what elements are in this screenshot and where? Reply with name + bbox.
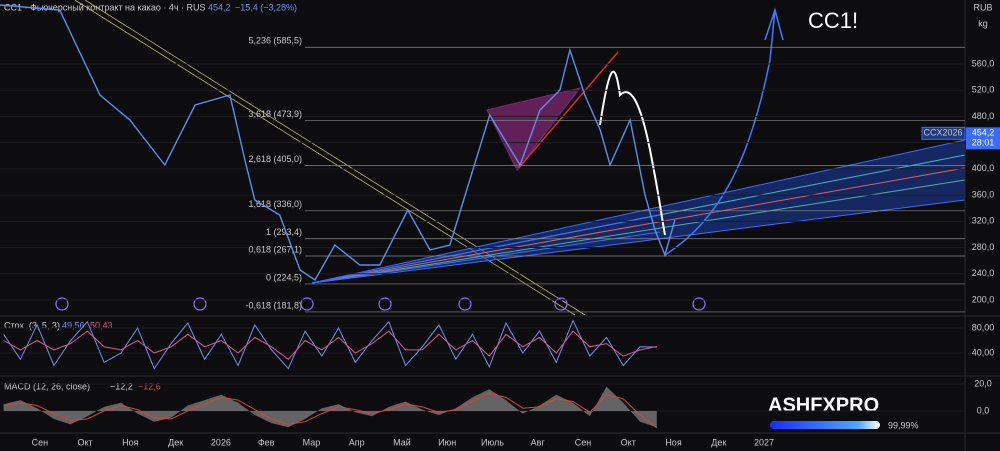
tag-name: CCX2026 bbox=[923, 128, 962, 138]
stoch-title: Стох. (3, 5, 3) bbox=[4, 320, 60, 330]
x-tick-label: Ноя bbox=[665, 437, 682, 447]
x-tick-label: Авг bbox=[531, 437, 546, 447]
last-price: 454,2 bbox=[208, 2, 231, 12]
series-line bbox=[3, 319, 657, 370]
macd-title: MACD (12, 26, close) bbox=[4, 381, 90, 391]
x-tick-label: Дек bbox=[711, 437, 726, 447]
y-tick-label: 20,0 bbox=[974, 378, 992, 388]
x-tick-label: Апр bbox=[349, 437, 365, 447]
x-tick-label: Июн bbox=[438, 437, 456, 447]
x-tick-label: Сен bbox=[575, 437, 592, 447]
y-tick-label: 480,0 bbox=[972, 111, 995, 121]
x-tick-label: 2026 bbox=[211, 437, 231, 447]
y-tick-label: 280,0 bbox=[972, 242, 995, 252]
y-tick-label: 520,0 bbox=[972, 85, 995, 95]
symbol-title: CC1 · Фьючерсный контракт на какао · 4ч … bbox=[4, 2, 206, 12]
logo-percent: 99,99% bbox=[888, 420, 919, 430]
fib-label: -0,618 (181,8) bbox=[245, 300, 302, 310]
fib-label: 0,618 (267,1) bbox=[248, 244, 302, 254]
y-tick-label: 560,0 bbox=[972, 58, 995, 68]
x-tick-label: Фев bbox=[258, 437, 275, 447]
stoch-k-value: 49,56 bbox=[62, 320, 85, 330]
tag-timer: 28:01 bbox=[972, 138, 995, 148]
x-tick-label: Июль bbox=[481, 437, 504, 447]
y-tick-label: 200,0 bbox=[972, 294, 995, 304]
y-tick-label: 240,0 bbox=[972, 268, 995, 278]
y-tick-label: 360,0 bbox=[972, 189, 995, 199]
y-tick-label: 320,0 bbox=[972, 216, 995, 226]
y-tick-label: 80,00 bbox=[972, 322, 995, 332]
price-box bbox=[966, 127, 1000, 150]
signal-value: −12,6 bbox=[138, 381, 161, 391]
price-tag bbox=[921, 126, 966, 140]
x-tick-label: 2027 bbox=[754, 437, 774, 447]
annotation: CC1! bbox=[808, 8, 858, 33]
fib-label: 5,236 (585,5) bbox=[248, 36, 302, 46]
x-tick-label: Май bbox=[393, 437, 411, 447]
y-tick-label: 400,0 bbox=[972, 163, 995, 173]
series-area bbox=[3, 386, 657, 428]
x-tick-label: Сен bbox=[32, 437, 49, 447]
x-tick-label: Ноя bbox=[122, 437, 139, 447]
y-tick-label: 0,0 bbox=[977, 405, 990, 415]
fib-label: 3,618 (473,9) bbox=[248, 109, 302, 119]
tag-price: 454,2 bbox=[972, 128, 995, 138]
y-tick-label: 40,00 bbox=[972, 347, 995, 357]
fib-label: 2,618 (405,0) bbox=[248, 154, 302, 164]
price-change: −15,4 (−3,28%) bbox=[235, 2, 297, 12]
stoch-d-value: 50,43 bbox=[90, 320, 113, 330]
x-tick-label: Окт bbox=[78, 437, 93, 447]
macd-value: −12,2 bbox=[110, 381, 133, 391]
logo: ASHFXPRO bbox=[768, 394, 879, 416]
x-tick-label: Окт bbox=[621, 437, 636, 447]
x-tick-label: Мар bbox=[303, 437, 321, 447]
fib-label: 0 (224,5) bbox=[266, 272, 302, 282]
x-tick-label: Дек bbox=[168, 437, 183, 447]
fib-label: 1,618 (336,0) bbox=[248, 199, 302, 209]
series-line bbox=[3, 330, 657, 360]
currency: RUB bbox=[973, 2, 992, 12]
unit: kg bbox=[978, 18, 988, 28]
series-line bbox=[0, 4, 676, 282]
fib-label: 1 (293,4) bbox=[266, 227, 302, 237]
series-line bbox=[3, 392, 658, 429]
